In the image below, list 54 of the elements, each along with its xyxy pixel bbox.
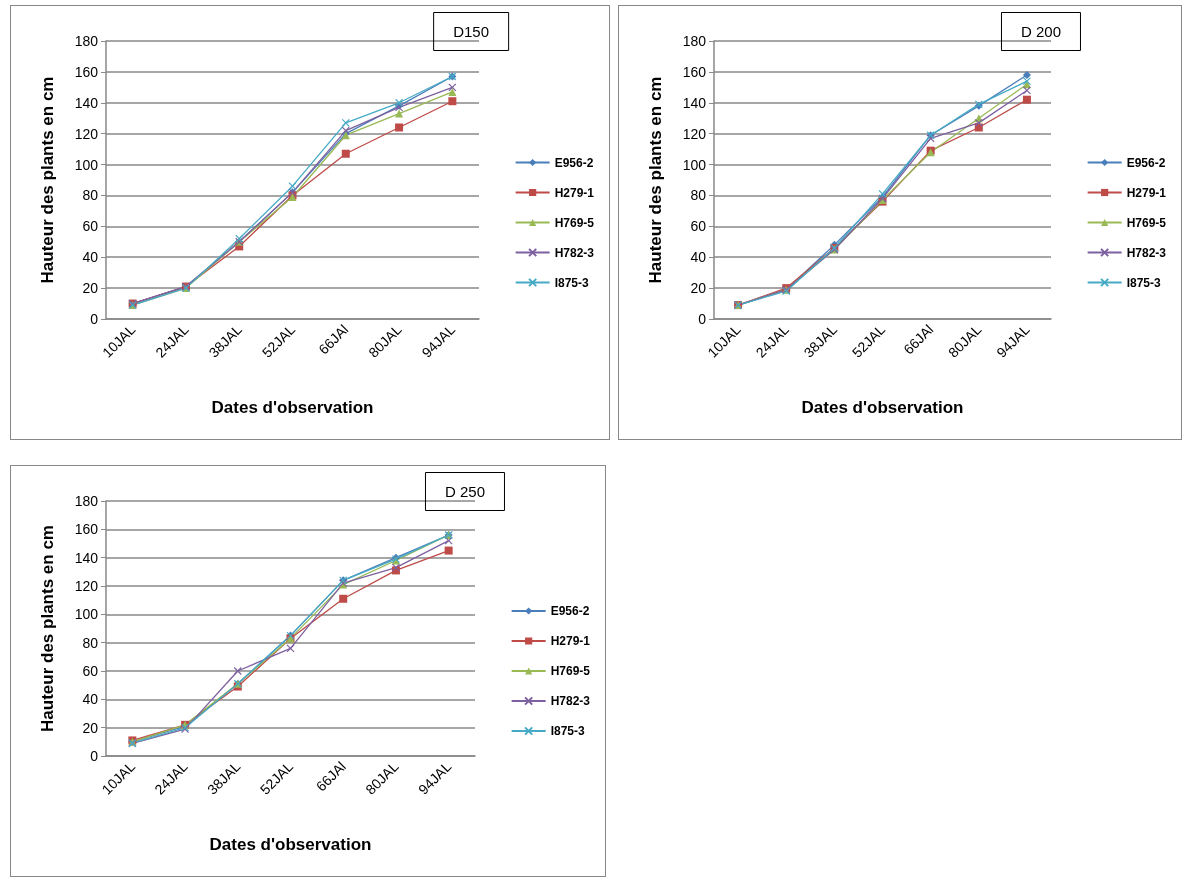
- x-axis-title: Dates d'observation: [209, 835, 372, 854]
- y-axis-title: Hauteur des plants en cm: [646, 76, 665, 284]
- y-tick-label: 120: [682, 125, 707, 142]
- y-tick-label: 120: [74, 125, 99, 142]
- y-tick-label: 20: [690, 280, 707, 297]
- legend-label: H782-3: [550, 694, 591, 708]
- y-tick-label: 80: [690, 187, 707, 204]
- legend-label: H782-3: [554, 245, 595, 260]
- y-tick-label: 160: [74, 63, 99, 80]
- y-axis-title: Hauteur des plants en cm: [38, 525, 57, 732]
- legend-label: H279-1: [550, 634, 591, 648]
- y-tick-label: 140: [74, 549, 99, 566]
- legend-label: H769-5: [1126, 215, 1167, 230]
- y-tick-label: 140: [682, 94, 707, 111]
- legend-label: I875-3: [1126, 275, 1161, 290]
- y-tick-label: 0: [698, 311, 707, 327]
- y-tick-label: 80: [82, 187, 99, 204]
- y-tick-label: 180: [682, 33, 707, 49]
- y-tick-label: 160: [74, 521, 99, 538]
- legend-label: I875-3: [550, 724, 585, 738]
- legend-label: H279-1: [1126, 185, 1167, 200]
- x-axis-title: Dates d'observation: [211, 398, 374, 417]
- y-tick-label: 100: [74, 606, 99, 623]
- y-tick-label: 20: [82, 280, 99, 297]
- y-tick-label: 120: [74, 578, 99, 594]
- y-tick-label: 60: [690, 218, 707, 235]
- chart-title: D150: [453, 23, 489, 40]
- legend-label: H782-3: [1126, 245, 1167, 260]
- y-tick-label: 60: [82, 663, 99, 679]
- y-tick-label: 0: [90, 311, 99, 327]
- y-tick-label: 40: [690, 249, 707, 266]
- legend-label: H279-1: [554, 185, 595, 200]
- legend-label: H769-5: [554, 215, 595, 230]
- chart-title: D 250: [444, 483, 485, 500]
- y-axis-title: Hauteur des plants en cm: [38, 76, 57, 284]
- y-tick-label: 140: [74, 94, 99, 111]
- y-tick-label: 40: [82, 691, 99, 708]
- y-tick-label: 100: [74, 156, 99, 173]
- y-tick-label: 180: [74, 493, 99, 509]
- legend-label: E956-2: [554, 155, 594, 170]
- y-tick-label: 40: [82, 249, 99, 266]
- y-tick-label: 180: [74, 33, 99, 49]
- chart-title: D 200: [1020, 23, 1061, 40]
- y-tick-label: 0: [90, 748, 99, 764]
- y-tick-label: 20: [82, 719, 99, 736]
- y-tick-label: 80: [82, 634, 99, 651]
- legend-label: E956-2: [1126, 155, 1166, 170]
- x-axis-title: Dates d'observation: [801, 398, 964, 417]
- y-tick-label: 60: [82, 218, 99, 235]
- y-tick-label: 160: [682, 63, 707, 80]
- legend-label: E956-2: [550, 604, 590, 618]
- legend-label: I875-3: [554, 275, 589, 290]
- y-tick-label: 100: [682, 156, 707, 173]
- legend-label: H769-5: [550, 664, 591, 678]
